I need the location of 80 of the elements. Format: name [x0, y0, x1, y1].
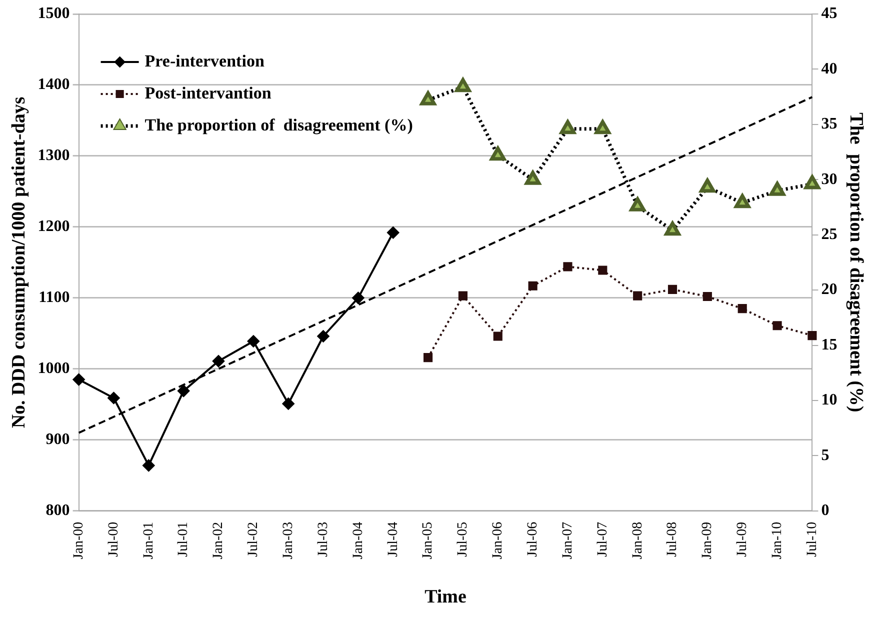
point	[702, 292, 712, 302]
point	[598, 266, 608, 275]
x-tick-label: Jul-00	[106, 522, 122, 557]
x-tick-label: Jan-02	[211, 522, 226, 560]
x-tick-label: Jan-07	[560, 522, 576, 560]
x-tick-label: Jul-04	[386, 522, 401, 557]
point	[560, 120, 576, 134]
y2-tick-label: 45	[821, 5, 838, 22]
point	[352, 292, 364, 304]
point	[668, 284, 678, 294]
point	[72, 374, 85, 386]
x-tick-label: Jan-03	[281, 522, 296, 560]
point	[493, 332, 502, 341]
point	[594, 120, 610, 134]
x-tick-label: Jul-05	[456, 522, 471, 557]
point	[772, 321, 782, 330]
x-tick-label: Jan-10	[770, 522, 785, 560]
x-tick-label: Jan-04	[350, 522, 366, 560]
point	[738, 304, 747, 314]
point	[142, 459, 155, 472]
x-tick-label: Jul-03	[316, 522, 331, 557]
y2-tick-label: 20	[821, 281, 838, 298]
point	[458, 291, 468, 300]
point	[424, 353, 433, 362]
y-axis-title: No. DDD consumption/1000 patient-days	[8, 96, 30, 428]
point	[633, 291, 642, 300]
x-tick-label: Jan-01	[141, 522, 156, 560]
y2-tick-label: 40	[821, 60, 838, 78]
y2-axis-title: The proportion of disagreement (%)	[846, 112, 867, 412]
point	[212, 355, 224, 368]
x-tick-label: Jan-06	[490, 522, 506, 560]
point	[524, 170, 541, 185]
x-tick-label: Jul-08	[665, 522, 680, 557]
y-tick-label: 1000	[38, 360, 70, 378]
y-tick-label: 900	[46, 431, 70, 448]
point	[455, 78, 471, 92]
y2-tick-label: 25	[821, 226, 838, 243]
legend-label: The proportion of disagreement (%)	[144, 115, 413, 134]
y-tick-label: 1500	[38, 5, 70, 22]
y2-tick-label: 10	[821, 392, 838, 409]
point	[563, 262, 572, 272]
x-tick-label: Jan-05	[420, 522, 436, 560]
point	[528, 281, 538, 290]
point	[247, 335, 260, 348]
y2-tick-label: 0	[821, 502, 830, 520]
x-tick-label: Jul-06	[525, 522, 540, 557]
x-tick-label: Jan-00	[71, 522, 86, 560]
point	[282, 398, 294, 410]
y2-tick-label: 15	[821, 336, 838, 354]
point	[804, 175, 820, 190]
y-tick-label: 1300	[38, 147, 70, 164]
point	[769, 182, 786, 196]
x-tick-label: Jan-08	[630, 522, 646, 560]
x-tick-label: Jul-10	[804, 522, 820, 557]
point	[664, 222, 680, 236]
x-tick-label: Jul-09	[735, 522, 750, 557]
point	[108, 392, 120, 404]
x-tick-label: Jul-01	[176, 522, 192, 557]
point	[420, 91, 436, 106]
y2-tick-label: 5	[821, 446, 830, 464]
x-axis-title: Time	[424, 586, 466, 608]
y2-tick-label: 35	[821, 116, 838, 133]
point	[317, 330, 330, 342]
point	[490, 146, 506, 161]
x-tick-label: Jan-09	[700, 522, 716, 560]
point	[734, 194, 750, 208]
x-tick-label: Jul-02	[246, 522, 262, 557]
y-tick-label: 800	[46, 502, 70, 520]
point	[630, 197, 646, 212]
legend-label: Pre-intervention	[144, 51, 265, 70]
y-tick-label: 1200	[38, 218, 70, 236]
y-tick-label: 1100	[38, 289, 70, 306]
point	[178, 384, 190, 397]
y-tick-label: 1400	[38, 76, 70, 94]
y2-tick-label: 30	[821, 170, 838, 188]
point	[700, 178, 716, 193]
x-tick-label: Jul-07	[595, 522, 610, 557]
point	[808, 331, 817, 340]
legend-label: Post-intervantion	[144, 83, 272, 102]
point	[387, 226, 400, 239]
